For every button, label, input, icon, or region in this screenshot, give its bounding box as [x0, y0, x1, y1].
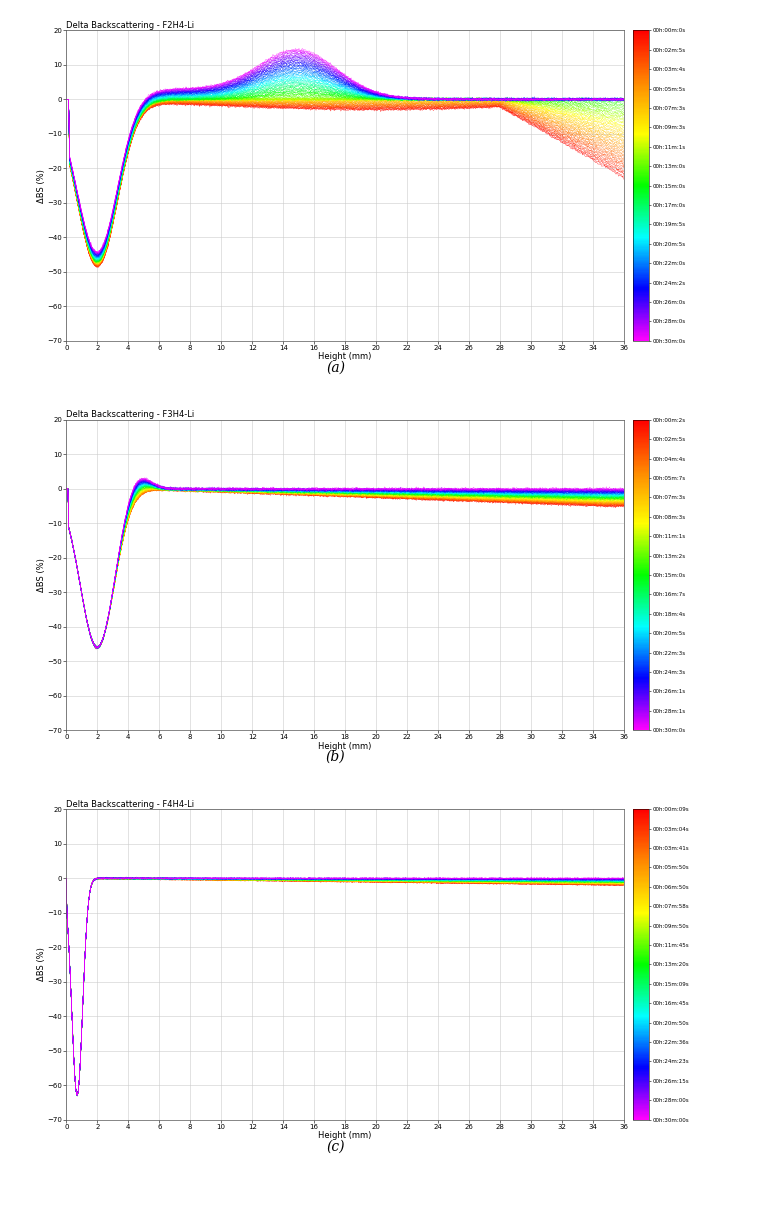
X-axis label: Height (mm): Height (mm)	[318, 1131, 372, 1140]
X-axis label: Height (mm): Height (mm)	[318, 741, 372, 751]
Text: Delta Backscattering - F3H4-Li: Delta Backscattering - F3H4-Li	[66, 410, 194, 419]
Text: Delta Backscattering - F2H4-Li: Delta Backscattering - F2H4-Li	[66, 21, 194, 29]
Text: Delta Backscattering - F4H4-Li: Delta Backscattering - F4H4-Li	[66, 800, 194, 808]
Text: (a): (a)	[326, 360, 345, 375]
Y-axis label: ΔBS (%): ΔBS (%)	[37, 559, 46, 591]
Y-axis label: ΔBS (%): ΔBS (%)	[37, 948, 46, 981]
Y-axis label: ΔBS (%): ΔBS (%)	[37, 169, 46, 202]
X-axis label: Height (mm): Height (mm)	[318, 352, 372, 361]
Text: (b): (b)	[325, 750, 346, 764]
Text: (c): (c)	[326, 1139, 345, 1154]
